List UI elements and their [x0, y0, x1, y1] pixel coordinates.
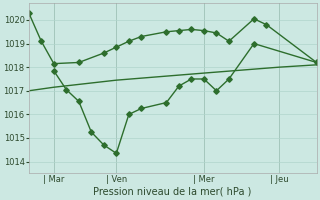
X-axis label: Pression niveau de la mer( hPa ): Pression niveau de la mer( hPa ): [93, 187, 252, 197]
